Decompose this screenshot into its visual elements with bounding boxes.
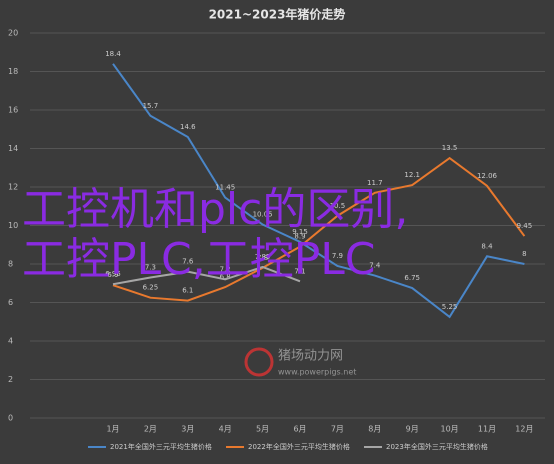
- y-tick-label: 8: [8, 260, 13, 269]
- x-tick-label: 5月: [256, 425, 269, 434]
- data-label: 7.8: [257, 254, 268, 262]
- data-label: 8: [522, 250, 526, 258]
- data-label: 7.6: [182, 258, 194, 266]
- x-tick-label: 6月: [293, 425, 306, 434]
- x-tick-label: 3月: [181, 425, 194, 434]
- logo: [244, 347, 274, 377]
- data-label: 6.1: [182, 287, 193, 295]
- data-label: 6.25: [143, 284, 159, 292]
- data-label: 10.5: [330, 202, 346, 210]
- legend-label: 2021年全国外三元平均生猪价格: [110, 442, 212, 451]
- data-label: 6.9: [107, 271, 118, 279]
- data-label: 5.25: [442, 303, 458, 311]
- data-label: 7.2: [220, 265, 231, 273]
- x-tick-label: 12月: [515, 425, 533, 434]
- data-label: 8.9: [294, 233, 305, 241]
- y-tick-label: 20: [8, 29, 18, 38]
- data-label: 15.7: [143, 102, 159, 110]
- data-label: 9.45: [517, 222, 533, 230]
- data-label: 12.1: [404, 171, 420, 179]
- data-label: 6.8: [220, 273, 231, 281]
- data-label: 10.05: [253, 211, 273, 219]
- y-tick-label: 16: [8, 106, 18, 115]
- x-tick-label: 9月: [406, 425, 419, 434]
- y-tick-label: 12: [8, 183, 18, 192]
- series-line: [112, 156, 526, 302]
- watermark-name: 猪场动力网: [278, 349, 343, 364]
- data-label: 13.5: [442, 144, 458, 152]
- data-label: 14.6: [180, 123, 196, 131]
- data-label: 12.06: [477, 172, 498, 180]
- data-label: 6.95: [105, 270, 121, 278]
- data-label: 11.45: [215, 184, 235, 192]
- data-label: 6.75: [404, 274, 420, 282]
- x-tick-label: 11月: [478, 425, 496, 434]
- data-label: 7.9: [332, 252, 343, 260]
- y-tick-label: 2: [8, 375, 13, 384]
- series-line: [112, 63, 525, 319]
- data-label: 7.1: [294, 267, 305, 275]
- x-tick-label: 1月: [106, 425, 119, 434]
- legend: 2021年全国外三元平均生猪价格 2022年全国外三元平均生猪价格 2023年全国外…: [88, 442, 488, 451]
- y-tick-label: 0: [8, 414, 13, 423]
- data-label: 7.4: [369, 262, 381, 270]
- x-tick-label: 10月: [441, 425, 459, 434]
- y-tick-label: 4: [8, 337, 13, 346]
- y-tick-label: 18: [8, 67, 18, 76]
- plot: 0 2 4 6 8 10 12 14 16 18 20 1月 2月 3月 4月 5月 6月 7月 8月 9月 10月 11…: [8, 29, 545, 434]
- x-tick-label: 8月: [368, 425, 381, 434]
- x-tick-label: 4月: [219, 425, 232, 434]
- series-line: [112, 265, 301, 286]
- overlay-text: 工控PLC,工控PLC: [22, 234, 376, 285]
- x-tick-label: 7月: [331, 425, 344, 434]
- data-label: 7.85: [255, 253, 271, 261]
- data-label: 18.4: [105, 50, 121, 58]
- legend-label: 2022年全国外三元平均生猪价格: [248, 442, 350, 451]
- watermark-url: www.powerpigs.net: [278, 368, 356, 377]
- chart-title: 2021~2023年猪价走势: [209, 7, 346, 22]
- overlay-text: 工控机和plc的区别,: [22, 184, 408, 235]
- data-label: 8.4: [481, 242, 493, 250]
- y-tick-label: 6: [8, 298, 13, 307]
- data-label: 7.3: [145, 263, 156, 271]
- legend-label: 2023年全国外三元平均生猪价格: [386, 442, 488, 451]
- data-label: 9.15: [292, 228, 308, 236]
- y-tick-label: 14: [8, 144, 18, 153]
- y-tick-label: 10: [8, 221, 18, 230]
- x-tick-label: 2月: [144, 425, 157, 434]
- data-label: 11.7: [367, 179, 383, 187]
